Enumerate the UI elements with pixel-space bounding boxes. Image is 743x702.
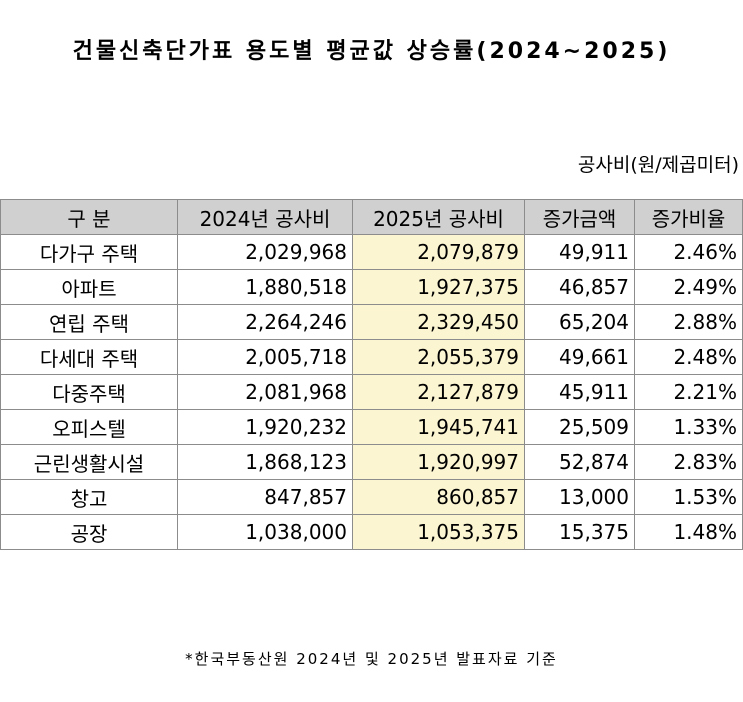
- row-category: 근린생활시설: [0, 444, 178, 480]
- increase-amount-cell: 65,204: [524, 304, 635, 340]
- row-category: 다세대 주택: [0, 339, 178, 375]
- row-category: 연립 주택: [0, 304, 178, 340]
- cost-2024-cell: 1,868,123: [177, 444, 353, 480]
- cost-table: 구 분 2024년 공사비 2025년 공사비 증가금액 증가비율 다가구 주택…: [0, 199, 743, 550]
- increase-amount-cell: 49,661: [524, 339, 635, 375]
- table-row: 근린생활시설 1,868,123 1,920,997 52,874 2.83%: [0, 444, 743, 480]
- table-row: 아파트 1,880,518 1,927,375 46,857 2.49%: [0, 269, 743, 305]
- cost-2024-cell: 1,038,000: [177, 514, 353, 550]
- increase-amount-cell: 46,857: [524, 269, 635, 305]
- table-row: 연립 주택 2,264,246 2,329,450 65,204 2.88%: [0, 304, 743, 340]
- cost-2025-cell: 1,920,997: [352, 444, 525, 480]
- cost-2025-cell: 1,945,741: [352, 409, 525, 445]
- row-category: 창고: [0, 479, 178, 515]
- increase-amount-cell: 49,911: [524, 234, 635, 270]
- cost-2025-cell: 2,329,450: [352, 304, 525, 340]
- row-category: 다가구 주택: [0, 234, 178, 270]
- increase-rate-cell: 2.48%: [634, 339, 743, 375]
- cost-2025-cell: 2,079,879: [352, 234, 525, 270]
- header-cost-2024: 2024년 공사비: [177, 199, 353, 235]
- cost-2025-cell: 860,857: [352, 479, 525, 515]
- table-row: 다세대 주택 2,005,718 2,055,379 49,661 2.48%: [0, 339, 743, 375]
- increase-rate-cell: 1.53%: [634, 479, 743, 515]
- header-increase-amount: 증가금액: [524, 199, 635, 235]
- increase-amount-cell: 15,375: [524, 514, 635, 550]
- increase-rate-cell: 2.83%: [634, 444, 743, 480]
- cost-2024-cell: 2,005,718: [177, 339, 353, 375]
- header-category: 구 분: [0, 199, 178, 235]
- table-row: 오피스텔 1,920,232 1,945,741 25,509 1.33%: [0, 409, 743, 445]
- source-footnote: *한국부동산원 2024년 및 2025년 발표자료 기준: [185, 650, 558, 668]
- row-category: 다중주택: [0, 374, 178, 410]
- cost-2024-cell: 2,081,968: [177, 374, 353, 410]
- cost-2025-cell: 1,053,375: [352, 514, 525, 550]
- cost-2024-cell: 2,029,968: [177, 234, 353, 270]
- row-category: 공장: [0, 514, 178, 550]
- header-row: 구 분 2024년 공사비 2025년 공사비 증가금액 증가비율: [0, 199, 743, 235]
- table-row: 다중주택 2,081,968 2,127,879 45,911 2.21%: [0, 374, 743, 410]
- table-row: 창고 847,857 860,857 13,000 1.53%: [0, 479, 743, 515]
- increase-amount-cell: 13,000: [524, 479, 635, 515]
- table-row: 다가구 주택 2,029,968 2,079,879 49,911 2.46%: [0, 234, 743, 270]
- increase-rate-cell: 1.48%: [634, 514, 743, 550]
- increase-amount-cell: 52,874: [524, 444, 635, 480]
- cost-2025-cell: 2,055,379: [352, 339, 525, 375]
- header-increase-rate: 증가비율: [634, 199, 743, 235]
- cost-2025-cell: 2,127,879: [352, 374, 525, 410]
- cost-2025-cell: 1,927,375: [352, 269, 525, 305]
- increase-rate-cell: 1.33%: [634, 409, 743, 445]
- increase-rate-cell: 2.88%: [634, 304, 743, 340]
- row-category: 아파트: [0, 269, 178, 305]
- unit-label: 공사비(원/제곱미터): [577, 154, 739, 176]
- increase-rate-cell: 2.49%: [634, 269, 743, 305]
- page-title: 건물신축단가표 용도별 평균값 상승률(2024~2025): [72, 39, 671, 64]
- increase-amount-cell: 25,509: [524, 409, 635, 445]
- increase-rate-cell: 2.46%: [634, 234, 743, 270]
- header-cost-2025: 2025년 공사비: [352, 199, 525, 235]
- table-row: 공장 1,038,000 1,053,375 15,375 1.48%: [0, 514, 743, 550]
- cost-2024-cell: 1,880,518: [177, 269, 353, 305]
- cost-2024-cell: 847,857: [177, 479, 353, 515]
- increase-amount-cell: 45,911: [524, 374, 635, 410]
- cost-2024-cell: 2,264,246: [177, 304, 353, 340]
- row-category: 오피스텔: [0, 409, 178, 445]
- increase-rate-cell: 2.21%: [634, 374, 743, 410]
- cost-2024-cell: 1,920,232: [177, 409, 353, 445]
